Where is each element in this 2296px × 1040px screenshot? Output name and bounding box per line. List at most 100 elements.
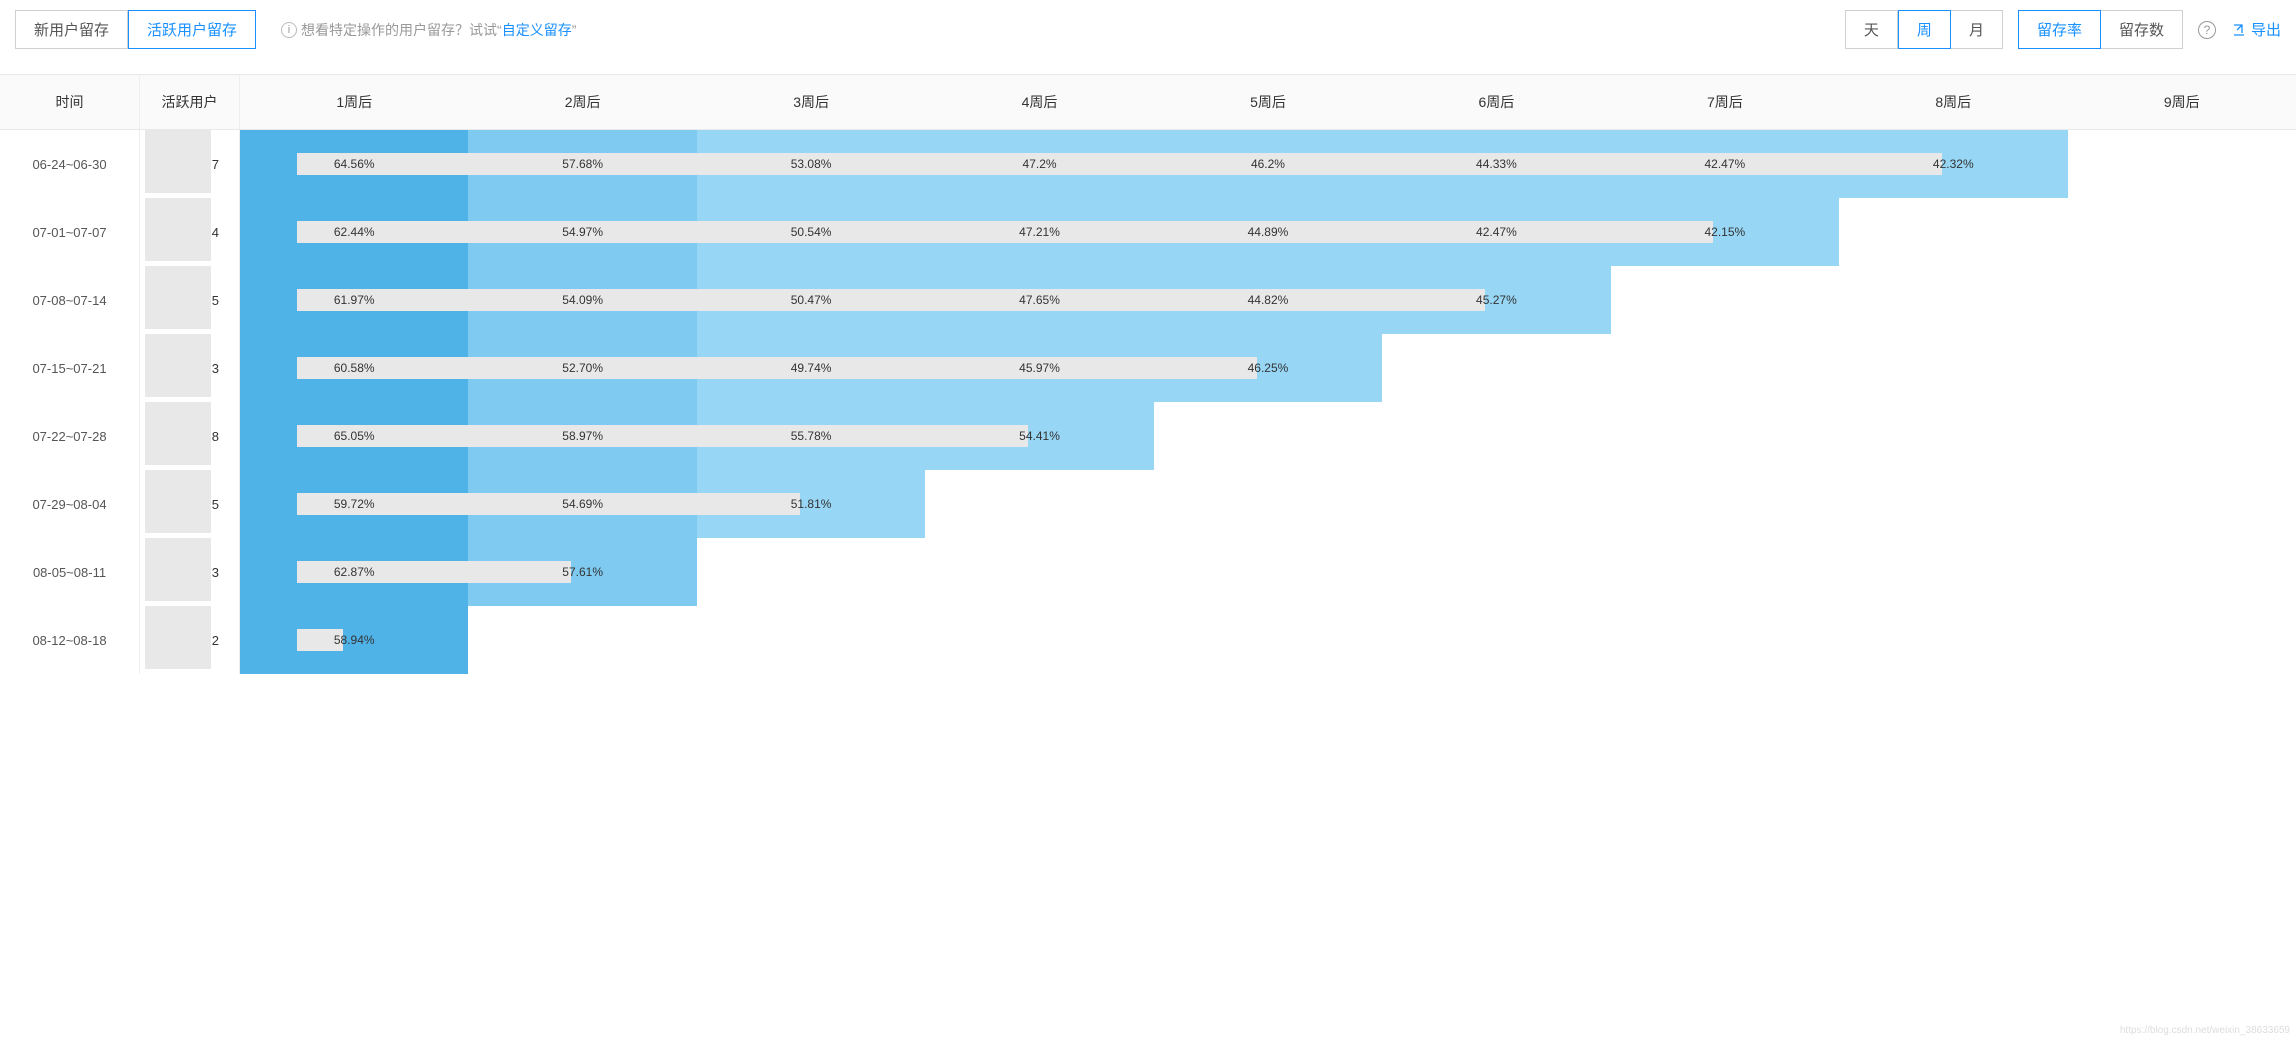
cohort-cell (1611, 402, 1839, 470)
help-icon[interactable]: ? (2198, 21, 2216, 39)
cohort-value: 54.41% (1019, 429, 1060, 443)
tab-new-user[interactable]: 新用户留存 (15, 10, 128, 49)
cell-time: 06-24~06-30 (0, 130, 140, 198)
table-row: 08-12~08-18 2 58.94% (0, 606, 2296, 674)
cohort-cell (925, 538, 1153, 606)
cohort-value: 46.2% (1251, 157, 1285, 171)
cell-time: 08-05~08-11 (0, 538, 140, 606)
cohort-value: 47.2% (1023, 157, 1057, 171)
cell-time: 08-12~08-18 (0, 606, 140, 674)
cohort-value: 65.05% (334, 429, 375, 443)
page-root: 新用户留存 活跃用户留存 i 想看特定操作的用户留存？试试 自定义留存 天 周 … (0, 0, 2296, 674)
cohort-value: 46.25% (1248, 361, 1289, 375)
cohort-value: 42.47% (1704, 157, 1745, 171)
cohort-value: 42.32% (1933, 157, 1974, 171)
cohort-value: 54.69% (562, 497, 603, 511)
header-week: 9周后 (2068, 75, 2296, 129)
table-row: 06-24~06-30764.56%57.68%53.08%47.2%46.2%… (0, 130, 2296, 198)
seg-rate[interactable]: 留存率 (2018, 10, 2101, 49)
cohort-cell (468, 606, 696, 674)
hint-text: 想看特定操作的用户留存？试试 (301, 20, 497, 40)
cohort-value: 62.44% (334, 225, 375, 239)
cohort-cell (1839, 334, 2067, 402)
data-cells-wrap: 61.97%54.09%50.47%47.65%44.82%45.27% (240, 266, 2296, 334)
header-week: 8周后 (1839, 75, 2067, 129)
header-week: 6周后 (1382, 75, 1610, 129)
cell-time: 07-08~07-14 (0, 266, 140, 334)
cohort-cell (697, 538, 925, 606)
seg-day[interactable]: 天 (1845, 10, 1898, 49)
table-row: 07-22~07-28865.05%58.97%55.78%54.41% (0, 402, 2296, 470)
cohort-value: 60.58% (334, 361, 375, 375)
cohort-cell (1382, 470, 1610, 538)
blurred-overlay (145, 334, 211, 397)
data-cells-wrap: 60.58%52.70%49.74%45.97%46.25% (240, 334, 2296, 402)
cohort-value: 57.61% (562, 565, 603, 579)
cell-active-users: 4 (140, 198, 240, 266)
header-week: 2周后 (468, 75, 696, 129)
header-week: 5周后 (1154, 75, 1382, 129)
cell-active-users: 5 (140, 470, 240, 538)
cell-time: 07-15~07-21 (0, 334, 140, 402)
cohort-cell (1611, 606, 1839, 674)
cohort-value: 54.09% (562, 293, 603, 307)
metric-segmented: 留存率 留存数 (2018, 10, 2183, 49)
cohort-cell (2068, 334, 2296, 402)
cohort-value: 52.70% (562, 361, 603, 375)
cohort-value: 42.47% (1476, 225, 1517, 239)
user-count-tail: 3 (212, 361, 219, 376)
retention-type-tabs: 新用户留存 活跃用户留存 (15, 10, 256, 49)
cohort-cell (1611, 538, 1839, 606)
blurred-overlay (297, 289, 1485, 311)
custom-retention-link[interactable]: 自定义留存 (497, 20, 576, 40)
cohort-cell (2068, 130, 2296, 198)
cell-active-users: 3 (140, 334, 240, 402)
blurred-overlay (145, 470, 211, 533)
cohort-cell (2068, 538, 2296, 606)
cohort-cell (1154, 470, 1382, 538)
tab-active-user[interactable]: 活跃用户留存 (128, 10, 256, 49)
cohort-cell (1382, 606, 1610, 674)
cohort-value: 58.97% (562, 429, 603, 443)
header-users: 活跃用户 (140, 75, 240, 129)
data-cells-wrap: 64.56%57.68%53.08%47.2%46.2%44.33%42.47%… (240, 130, 2296, 198)
cell-active-users: 3 (140, 538, 240, 606)
cell-time: 07-29~08-04 (0, 470, 140, 538)
data-cells-wrap: 62.87%57.61% (240, 538, 2296, 606)
seg-week[interactable]: 周 (1898, 10, 1951, 49)
cohort-cell (925, 606, 1153, 674)
cohort-value: 47.65% (1019, 293, 1060, 307)
seg-month[interactable]: 月 (1951, 10, 2003, 49)
info-icon: i (281, 22, 297, 38)
cohort-cell (1839, 538, 2067, 606)
export-button[interactable]: 导出 (2231, 19, 2281, 40)
cohort-value: 45.27% (1476, 293, 1517, 307)
cohort-cell (1839, 606, 2067, 674)
user-count-tail: 8 (212, 429, 219, 444)
export-icon (2231, 22, 2247, 38)
cohort-cell (697, 606, 925, 674)
blurred-overlay (297, 425, 1028, 447)
blurred-overlay (145, 538, 211, 601)
seg-count[interactable]: 留存数 (2101, 10, 2183, 49)
cohort-cell (1839, 266, 2067, 334)
cohort-cell (1839, 402, 2067, 470)
user-count-tail: 2 (212, 633, 219, 648)
cohort-value: 50.54% (791, 225, 832, 239)
cell-active-users: 7 (140, 130, 240, 198)
cohort-cell (1839, 470, 2067, 538)
cohort-cell (2068, 606, 2296, 674)
data-cells-wrap: 58.94% (240, 606, 2296, 674)
cohort-value: 61.97% (334, 293, 375, 307)
blurred-overlay (145, 266, 211, 329)
cohort-value: 47.21% (1019, 225, 1060, 239)
header-week: 7周后 (1611, 75, 1839, 129)
cohort-cell (1382, 538, 1610, 606)
blurred-overlay (145, 198, 211, 261)
cohort-cell (1839, 198, 2067, 266)
cohort-value: 58.94% (334, 633, 375, 647)
cell-active-users: 2 (140, 606, 240, 674)
user-count-tail: 5 (212, 497, 219, 512)
header-week: 3周后 (697, 75, 925, 129)
cohort-cell (2068, 470, 2296, 538)
